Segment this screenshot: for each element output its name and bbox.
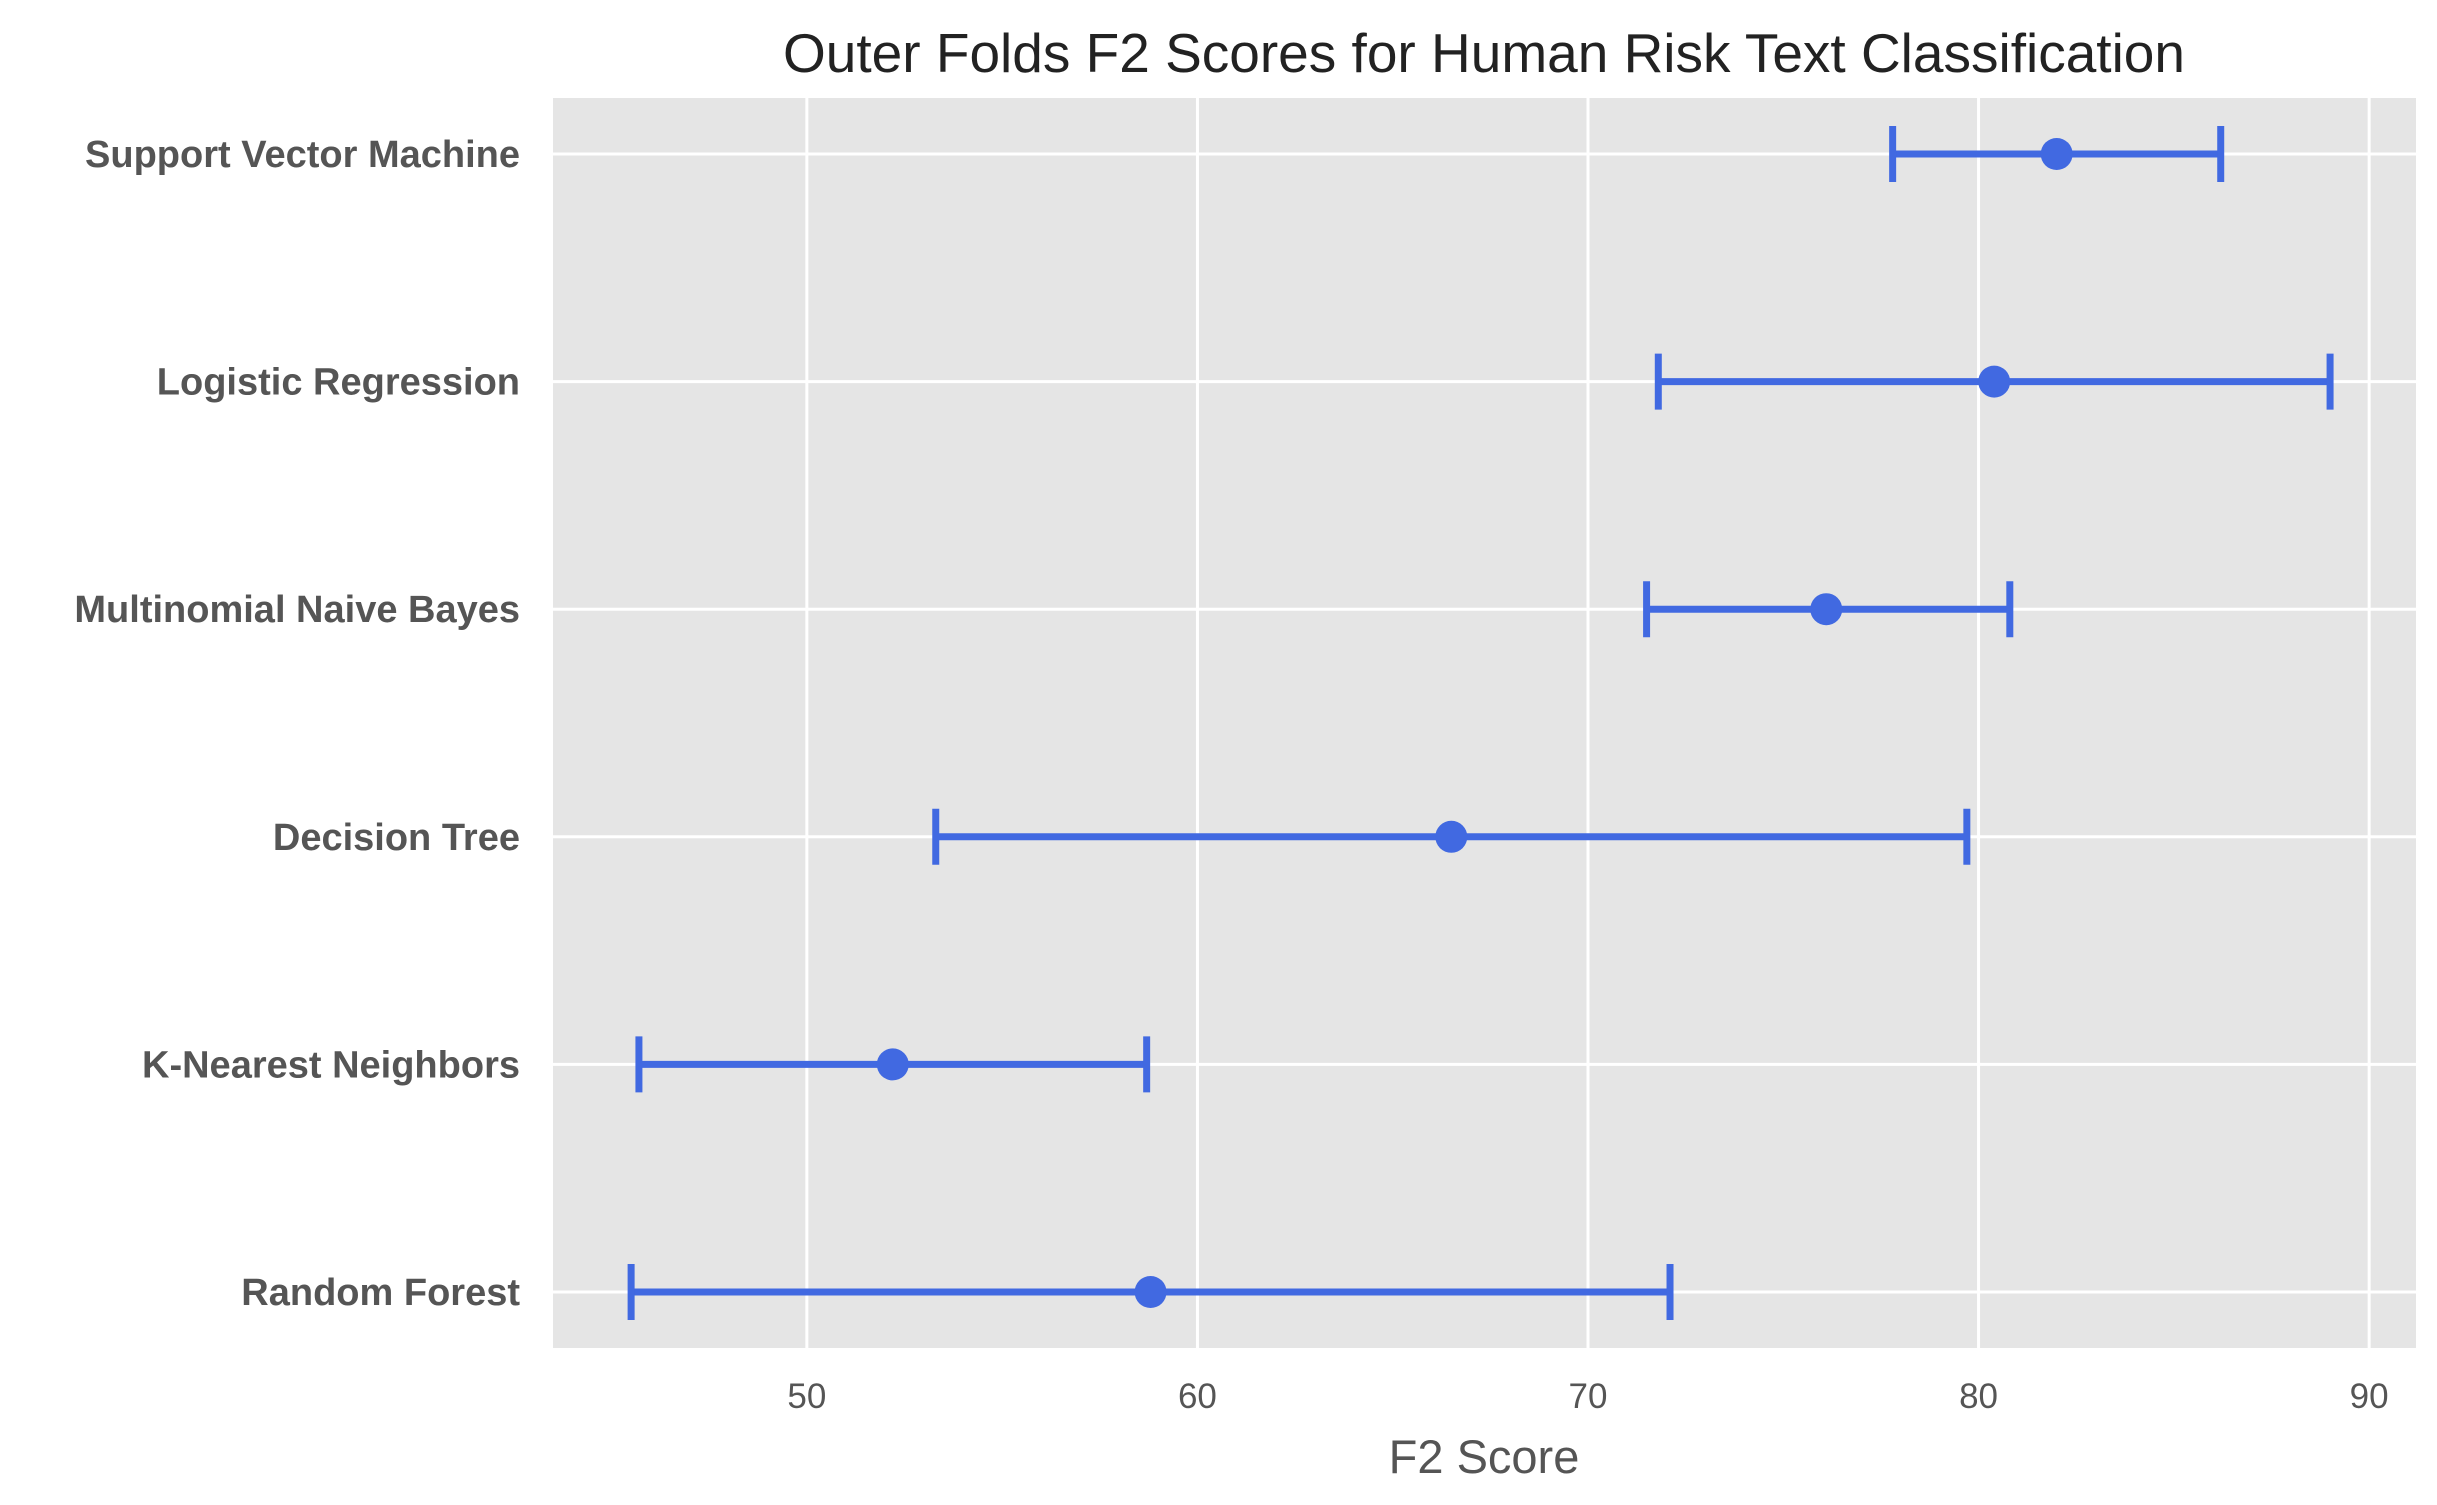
mean-point-decision-tree xyxy=(1435,820,1468,853)
y-tick-label-multinomial-naive-bayes: Multinomial Naive Bayes xyxy=(74,589,520,631)
plot-area xyxy=(553,98,2416,1348)
x-tick-label-60: 60 xyxy=(1178,1377,1217,1416)
error-bar-series xyxy=(627,126,2334,1320)
x-tick-label-70: 70 xyxy=(1569,1377,1608,1416)
x-tick-label-50: 50 xyxy=(787,1377,826,1416)
y-tick-label-random-forest: Random Forest xyxy=(241,1272,520,1314)
mean-point-random-forest xyxy=(1134,1276,1167,1308)
mean-point-multinomial-naive-bayes xyxy=(1810,593,1843,626)
y-tick-label-k-nearest-neighbors: K-Nearest Neighbors xyxy=(142,1044,520,1086)
x-tick-label-90: 90 xyxy=(2350,1377,2389,1416)
mean-point-k-nearest-neighbors xyxy=(876,1048,909,1081)
chart-title: Outer Folds F2 Scores for Human Risk Tex… xyxy=(783,22,2185,84)
x-tick-label-80: 80 xyxy=(1959,1377,1998,1416)
mean-point-support-vector-machine xyxy=(2040,138,2073,170)
y-tick-label-logistic-regression: Logistic Regression xyxy=(157,362,520,404)
y-tick-label-decision-tree: Decision Tree xyxy=(273,817,520,859)
x-axis-label: F2 Score xyxy=(1389,1430,1580,1483)
x-axis-ticks: 50 60 70 80 90 xyxy=(787,1377,2388,1416)
y-axis-ticks: Support Vector Machine Logistic Regressio… xyxy=(74,134,520,1314)
mean-point-logistic-regression xyxy=(1978,365,2011,398)
y-tick-label-support-vector-machine: Support Vector Machine xyxy=(85,134,520,176)
